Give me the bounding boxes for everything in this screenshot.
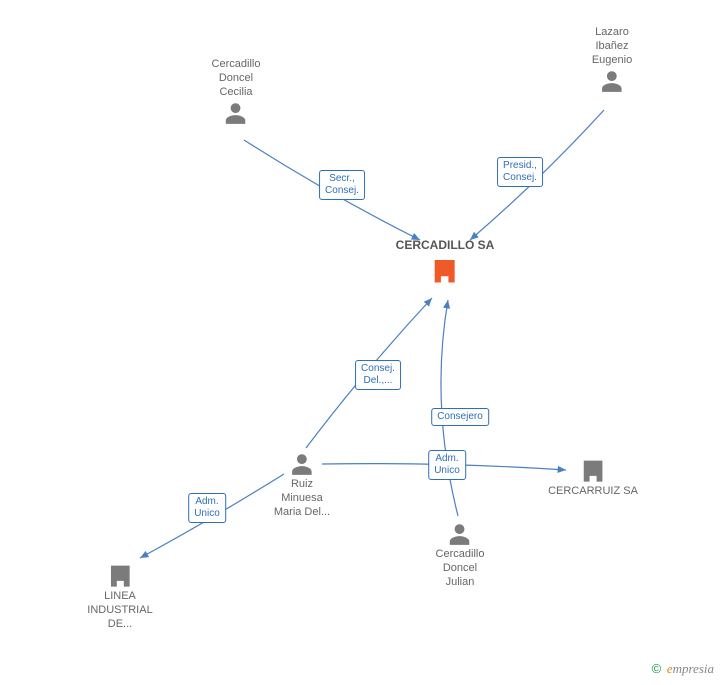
person-icon xyxy=(289,450,315,478)
edge-label: Presid., Consej. xyxy=(497,157,543,187)
edge-label: Adm. Unico xyxy=(428,450,466,480)
node-label: LINEA INDUSTRIAL DE... xyxy=(87,590,152,631)
person-icon xyxy=(223,99,249,127)
node-label: CERCADILLO SA xyxy=(396,238,495,253)
building-icon xyxy=(579,455,607,485)
person-icon xyxy=(447,520,473,548)
person-icon xyxy=(599,67,625,95)
node-company-cercadillo-sa[interactable]: CERCADILLO SA xyxy=(396,238,495,287)
watermark-rest: mpresia xyxy=(673,661,714,676)
building-icon xyxy=(106,560,134,590)
node-company-linea-industrial[interactable]: LINEA INDUSTRIAL DE... xyxy=(87,560,152,631)
node-label: CERCARRUIZ SA xyxy=(548,485,638,499)
node-label: Ruiz Minuesa Maria Del... xyxy=(274,478,330,519)
copyright-symbol: © xyxy=(652,661,662,676)
node-label: Cercadillo Doncel Julian xyxy=(436,548,485,589)
node-person-cercadillo-doncel-cecilia[interactable]: Cercadillo Doncel Cecilia xyxy=(212,58,261,127)
watermark: © empresia xyxy=(652,661,714,677)
diagram-canvas: Cercadillo Doncel Cecilia Lazaro Ibañez … xyxy=(0,0,728,685)
building-icon xyxy=(430,253,460,287)
node-label: Cercadillo Doncel Cecilia xyxy=(212,58,261,99)
node-label: Lazaro Ibañez Eugenio xyxy=(592,26,632,67)
node-person-cercadillo-doncel-julian[interactable]: Cercadillo Doncel Julian xyxy=(436,520,485,589)
edge-label: Secr., Consej. xyxy=(319,170,365,200)
edge-label: Consejero xyxy=(431,408,489,426)
node-person-lazaro-ibanez-eugenio[interactable]: Lazaro Ibañez Eugenio xyxy=(592,26,632,95)
node-person-ruiz-minuesa[interactable]: Ruiz Minuesa Maria Del... xyxy=(274,450,330,519)
edge-label: Consej. Del.,... xyxy=(355,360,401,390)
node-company-cercarruiz-sa[interactable]: CERCARRUIZ SA xyxy=(548,455,638,499)
edge-label: Adm. Unico xyxy=(188,493,226,523)
